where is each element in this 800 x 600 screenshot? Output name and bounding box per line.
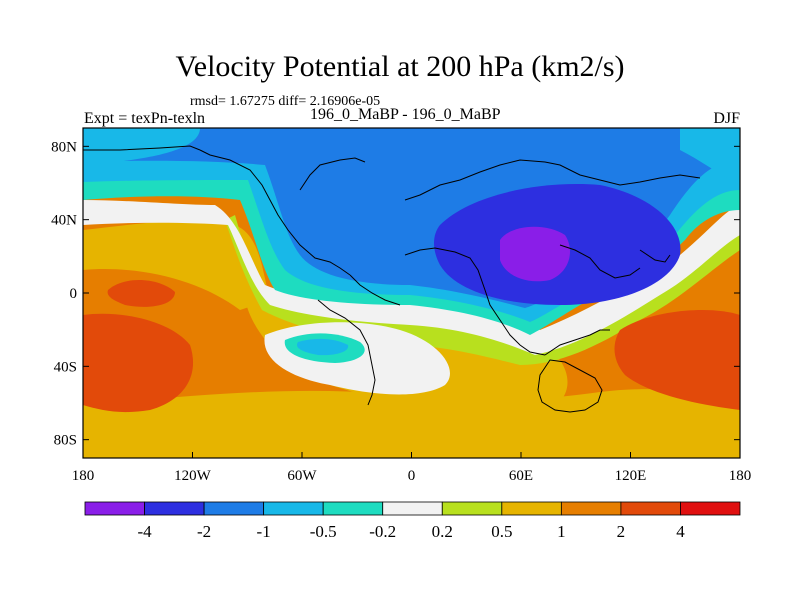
band-pacific-yellow bbox=[83, 220, 270, 310]
x-tick-label: 0 bbox=[408, 468, 416, 484]
y-axis: 80N 40N 0 40S 80S bbox=[51, 139, 740, 449]
coast-africa-south bbox=[544, 329, 610, 356]
colorbar-swatch bbox=[263, 501, 324, 516]
colorbar-swatch bbox=[620, 501, 681, 516]
y-tick-label: 40N bbox=[51, 213, 77, 229]
coast-south-america bbox=[317, 299, 376, 406]
colorbar-label: -4 bbox=[137, 522, 152, 541]
x-tick-label: 60E bbox=[509, 468, 533, 484]
colorbar-swatch bbox=[203, 501, 265, 516]
colorbar-label: -2 bbox=[197, 522, 211, 541]
colorbar-label: -1 bbox=[257, 522, 271, 541]
y-tick-label: 80N bbox=[51, 139, 77, 155]
band-max-west-core bbox=[107, 280, 175, 307]
colorbar: -4 -2 -1 -0.5 -0.2 0.2 0.5 1 2 4 bbox=[84, 501, 741, 541]
case-label: 196_0_MaBP - 196_0_MaBP bbox=[310, 106, 501, 123]
coast-arctic-west bbox=[83, 145, 201, 151]
coast-central-america bbox=[349, 274, 401, 306]
coastlines bbox=[83, 145, 701, 413]
colorbar-swatch bbox=[680, 501, 741, 516]
coast-indonesia bbox=[639, 249, 671, 263]
x-axis: 180 120W 60W 0 60E 120E 180 bbox=[72, 452, 752, 484]
x-tick-label: 120W bbox=[174, 468, 212, 484]
coast-greenland-south bbox=[299, 157, 366, 191]
colorbar-label: 0.5 bbox=[491, 522, 512, 541]
coast-africa bbox=[404, 247, 546, 356]
stats-label: rmsd= 1.67275 diff= 2.16906e-05 bbox=[190, 94, 381, 109]
band-south-yellow bbox=[83, 389, 740, 458]
x-tick-label: 60W bbox=[287, 468, 317, 484]
coast-north-america bbox=[199, 149, 351, 276]
colorbar-label: 0.2 bbox=[432, 522, 453, 541]
colorbar-swatch bbox=[560, 501, 622, 516]
colorbar-swatch bbox=[501, 501, 562, 516]
y-tick-label: 80S bbox=[54, 433, 77, 449]
colorbar-swatch bbox=[382, 501, 443, 516]
band-max-west bbox=[83, 313, 194, 413]
colorbar-label: -0.5 bbox=[310, 522, 337, 541]
map-field bbox=[83, 128, 740, 458]
band-white bbox=[83, 200, 740, 355]
colorbar-label: 4 bbox=[676, 522, 685, 541]
season-label: DJF bbox=[713, 110, 740, 127]
colorbar-swatch bbox=[441, 501, 503, 516]
colorbar-label: 2 bbox=[617, 522, 626, 541]
band-south-lightblue bbox=[296, 338, 349, 356]
x-tick-label: 120E bbox=[615, 468, 647, 484]
colorbar-label: -0.2 bbox=[369, 522, 396, 541]
band-nw-lightblue bbox=[83, 128, 200, 165]
coast-australia bbox=[537, 359, 603, 413]
colorbar-swatch bbox=[84, 501, 145, 516]
band-ne-lightblue bbox=[680, 128, 740, 185]
expt-label: Expt = texPn-texln bbox=[84, 110, 206, 127]
y-tick-label: 40S bbox=[54, 359, 77, 375]
band-max-east bbox=[614, 310, 740, 410]
chart-title: Velocity Potential at 200 hPa (km2/s) bbox=[175, 50, 625, 83]
y-tick-label: 0 bbox=[70, 286, 78, 302]
colorbar-swatch bbox=[322, 501, 384, 516]
coast-eurasia bbox=[404, 159, 701, 201]
x-tick-label: 180 bbox=[72, 468, 95, 484]
colorbar-swatch bbox=[144, 501, 205, 516]
coast-south-asia bbox=[559, 244, 641, 279]
band-purple bbox=[500, 226, 570, 282]
colorbar-label: 1 bbox=[557, 522, 566, 541]
x-tick-label: 180 bbox=[729, 468, 752, 484]
